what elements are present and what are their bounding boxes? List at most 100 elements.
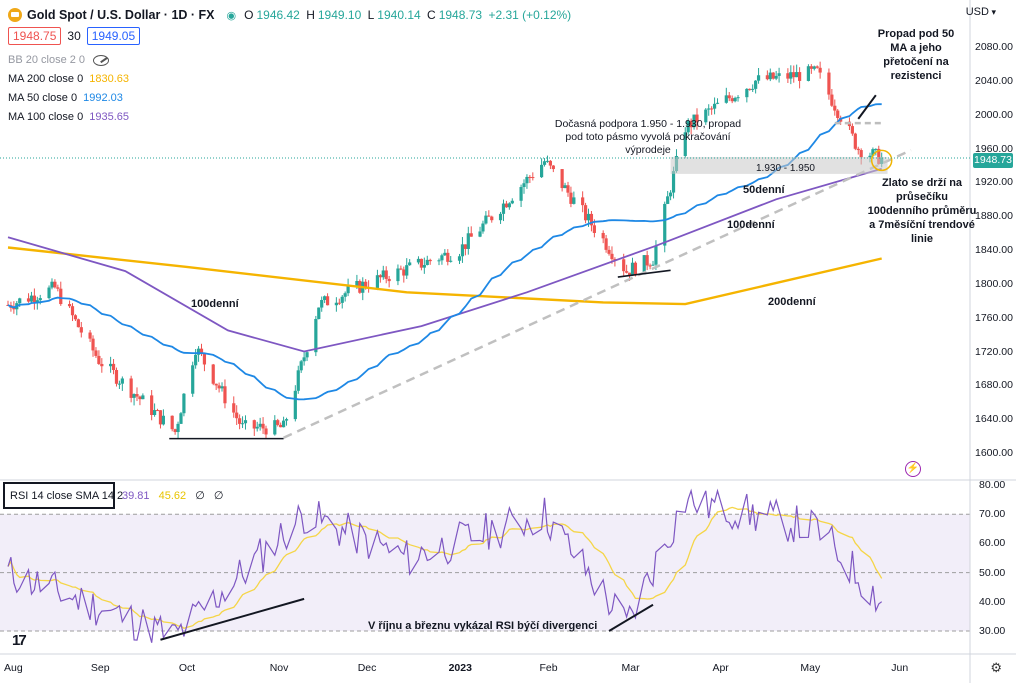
candle	[314, 318, 318, 353]
candle	[830, 94, 834, 106]
candle	[510, 200, 514, 204]
rsi-tick: 50.00	[979, 566, 1006, 579]
price-tick: 2080.00	[975, 41, 1013, 53]
candle	[396, 268, 400, 282]
candle	[35, 300, 39, 303]
settings-gear-icon[interactable]: ⚙	[990, 660, 1002, 675]
hidden-eye-icon[interactable]	[93, 54, 110, 66]
indicator-bb[interactable]: BB 20 close 2 0	[8, 54, 110, 66]
candle	[786, 73, 790, 79]
candle	[279, 424, 283, 428]
price-tick: 1760.00	[975, 311, 1013, 324]
rsi-legend[interactable]: RSI 14 close SMA 14 2	[3, 482, 123, 509]
candle	[38, 298, 42, 301]
candle	[692, 114, 696, 128]
candle	[586, 213, 591, 221]
label-ma100-right: 100denní	[727, 219, 775, 231]
symbol-title[interactable]: Gold Spot / U.S. Dollar · 1D · FX	[27, 8, 215, 22]
candle	[67, 304, 72, 307]
symbol-header[interactable]: Gold Spot / U.S. Dollar · 1D · FX ◉ O 194…	[8, 5, 574, 25]
candle	[806, 66, 811, 81]
tradingview-logo[interactable]: 17	[12, 632, 27, 649]
candle	[484, 215, 488, 224]
candle	[252, 420, 256, 429]
candle	[76, 319, 80, 328]
price-tick: 1720.00	[975, 345, 1013, 358]
buy-button[interactable]: 1949.05	[86, 27, 141, 45]
candle	[120, 378, 124, 384]
candle	[243, 420, 248, 424]
candle	[56, 287, 60, 289]
candle	[408, 262, 412, 266]
candle	[152, 410, 157, 415]
candle	[633, 262, 638, 275]
candle	[305, 352, 309, 358]
highlight-circle	[870, 149, 893, 172]
sell-button[interactable]: 1948.75	[8, 27, 62, 45]
candle	[651, 264, 655, 266]
candle	[531, 177, 535, 179]
candle	[440, 255, 444, 261]
candle	[317, 307, 321, 319]
candle	[868, 155, 872, 158]
candle	[50, 281, 54, 288]
candle	[853, 133, 857, 149]
candle	[457, 256, 462, 261]
candle	[507, 203, 511, 208]
candle	[79, 327, 83, 333]
candle	[856, 148, 860, 151]
candle	[792, 72, 796, 78]
time-tick: Oct	[178, 662, 196, 674]
candle	[428, 259, 432, 262]
lightning-icon[interactable]: ⚡	[905, 461, 921, 477]
candle	[422, 265, 426, 268]
candle	[135, 394, 139, 397]
candle	[607, 249, 611, 254]
candle	[754, 80, 758, 89]
price-tick: 1840.00	[975, 244, 1013, 256]
candle	[26, 298, 31, 302]
candle	[466, 233, 470, 249]
candle	[627, 272, 632, 276]
candle	[669, 192, 673, 197]
candle	[202, 354, 207, 365]
currency-selector[interactable]: USD	[966, 6, 996, 18]
candle	[302, 357, 306, 362]
candle	[663, 203, 667, 246]
candle	[240, 423, 245, 425]
indicator-ma200[interactable]: MA 200 close 0 1830.63	[8, 73, 129, 85]
candle	[850, 126, 854, 134]
candle	[132, 394, 136, 398]
candle	[258, 423, 262, 427]
candle	[604, 238, 608, 250]
candle	[399, 268, 403, 270]
candle	[138, 396, 142, 400]
candle	[695, 114, 699, 123]
candle	[610, 253, 614, 260]
candle	[194, 354, 198, 366]
candle	[683, 132, 687, 156]
indicator-ma50[interactable]: MA 50 close 0 1992.03	[8, 92, 123, 104]
time-tick: Apr	[712, 662, 729, 674]
candle	[777, 73, 781, 76]
candle	[642, 255, 646, 275]
candle	[32, 295, 36, 303]
price-tick: 2040.00	[975, 74, 1013, 87]
annotation-propad: Propad pod 50 MA a jeho přetočení na rez…	[877, 28, 955, 82]
spread-value: 30	[67, 29, 81, 43]
candle	[542, 161, 547, 165]
candle	[572, 197, 576, 204]
candle	[217, 385, 221, 389]
candle	[158, 410, 163, 425]
support-zone	[670, 156, 888, 174]
candle	[375, 275, 380, 288]
indicator-ma100[interactable]: MA 100 close 0 1935.65	[8, 111, 129, 123]
candle	[355, 281, 359, 286]
candle	[707, 108, 711, 110]
candle	[463, 244, 467, 249]
candle	[704, 109, 708, 123]
candle	[733, 97, 737, 102]
candle	[666, 196, 670, 204]
annotation-rsi-divergence: V říjnu a březnu vykázal RSI býčí diverg…	[368, 620, 598, 632]
